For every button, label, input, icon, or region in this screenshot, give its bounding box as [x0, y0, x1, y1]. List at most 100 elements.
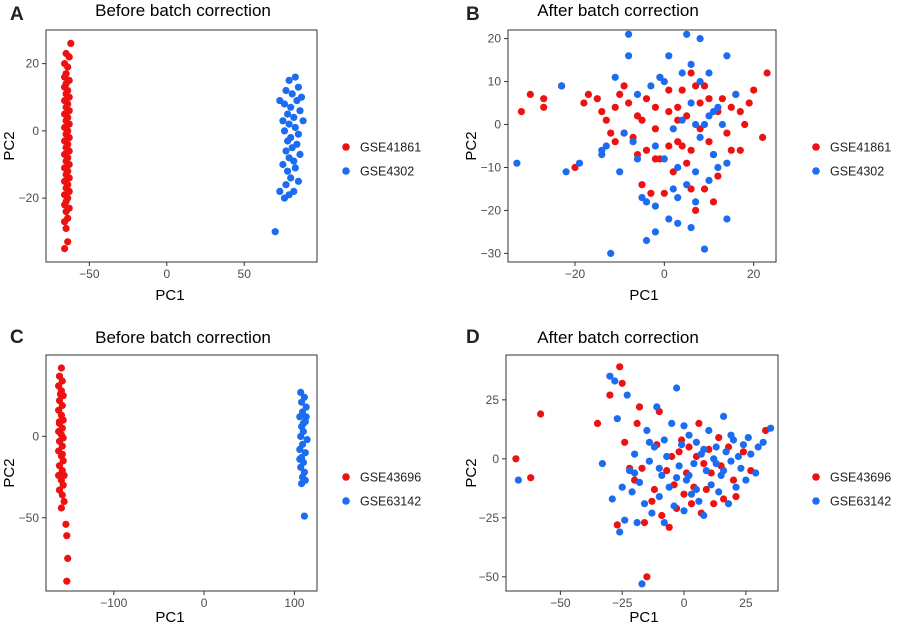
- data-point: [642, 146, 651, 154]
- data-point: [705, 176, 713, 184]
- data-point: [727, 103, 735, 111]
- data-point: [754, 443, 762, 451]
- data-point: [282, 181, 290, 189]
- data-point: [642, 198, 651, 206]
- data-point: [584, 90, 593, 98]
- data-point: [660, 189, 668, 197]
- data-point: [621, 516, 629, 524]
- data-point: [643, 426, 651, 435]
- data-point: [651, 142, 660, 150]
- y-tick-label: −50: [479, 570, 500, 584]
- x-tick-label: 25: [739, 596, 753, 610]
- data-point: [700, 445, 708, 453]
- data-point: [734, 452, 743, 461]
- data-point: [276, 187, 284, 195]
- data-point: [638, 116, 646, 124]
- data-point: [692, 168, 700, 176]
- legend-marker: [812, 497, 820, 505]
- data-point: [621, 438, 629, 446]
- data-point: [279, 117, 287, 125]
- data-point: [60, 471, 68, 479]
- data-point: [687, 500, 696, 508]
- x-axis-title: PC1: [155, 287, 184, 304]
- data-point: [512, 455, 520, 463]
- data-point: [696, 78, 704, 86]
- data-point: [58, 377, 66, 385]
- data-point: [540, 103, 548, 111]
- data-point: [296, 107, 304, 115]
- data-point: [723, 159, 731, 167]
- data-point: [284, 137, 292, 145]
- data-point: [715, 434, 723, 442]
- data-point: [633, 519, 641, 527]
- data-point: [744, 434, 752, 442]
- data-point: [60, 497, 68, 506]
- data-point: [714, 172, 722, 180]
- data-point: [692, 82, 700, 90]
- data-point: [651, 202, 660, 210]
- data-point: [705, 426, 713, 435]
- data-point: [575, 159, 584, 167]
- data-point: [294, 177, 302, 185]
- data-point: [598, 151, 606, 159]
- data-point: [722, 448, 730, 456]
- data-point: [625, 52, 633, 60]
- data-point: [298, 480, 306, 488]
- data-point: [687, 490, 696, 498]
- legend-label: GSE41861: [360, 141, 421, 155]
- x-tick-label: 0: [201, 596, 208, 610]
- data-point: [611, 103, 619, 111]
- y-axis-title: PC2: [1, 458, 18, 487]
- data-point: [678, 86, 686, 94]
- data-point: [287, 103, 295, 111]
- data-point: [687, 60, 695, 68]
- data-point: [665, 142, 673, 150]
- data-point: [602, 142, 610, 150]
- data-point: [673, 384, 681, 392]
- data-point: [709, 108, 718, 116]
- data-point: [638, 580, 646, 588]
- data-point: [291, 73, 299, 81]
- data-point: [296, 150, 304, 158]
- data-point: [631, 469, 639, 477]
- x-tick-label: −50: [79, 267, 100, 281]
- data-point: [723, 129, 731, 137]
- series-gse63142: [514, 372, 775, 588]
- data-point: [712, 443, 720, 451]
- data-point: [683, 181, 691, 189]
- data-point: [658, 511, 666, 520]
- data-point: [695, 419, 703, 427]
- data-point: [633, 155, 642, 163]
- data-point: [680, 422, 688, 430]
- data-point: [63, 577, 71, 585]
- data-point: [302, 403, 310, 411]
- series-gse43696: [512, 363, 770, 581]
- data-point: [288, 90, 296, 98]
- y-tick-label: 0: [32, 124, 39, 138]
- data-point: [700, 460, 708, 468]
- x-tick-label: −50: [550, 596, 571, 610]
- x-tick-label: 100: [284, 596, 304, 610]
- data-point: [668, 452, 676, 461]
- data-point: [715, 488, 723, 496]
- legend-label: GSE4302: [830, 165, 884, 179]
- data-point: [598, 460, 607, 468]
- y-axis-title: PC2: [463, 131, 480, 160]
- data-point: [700, 82, 709, 90]
- data-point: [648, 497, 656, 505]
- panel-c: C Before batch correction −100 0 100 −50 0 PC1 P…: [1, 327, 421, 626]
- data-point: [67, 39, 75, 48]
- data-point: [61, 218, 69, 226]
- data-point: [665, 108, 673, 116]
- data-point: [720, 495, 728, 503]
- data-point: [571, 163, 579, 172]
- data-point: [58, 442, 66, 450]
- data-point: [287, 174, 295, 182]
- data-point: [593, 419, 602, 427]
- data-point: [683, 159, 691, 167]
- data-point: [739, 441, 748, 449]
- data-point: [285, 120, 293, 128]
- data-point: [280, 127, 289, 135]
- data-point: [616, 90, 624, 98]
- x-tick-label: 0: [681, 596, 688, 610]
